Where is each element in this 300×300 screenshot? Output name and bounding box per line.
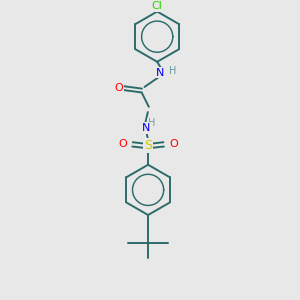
Text: O: O [118,140,127,149]
Text: H: H [169,66,176,76]
Text: S: S [144,139,152,152]
Text: N: N [156,68,164,78]
Text: H: H [148,118,155,128]
Text: N: N [142,123,150,133]
Text: O: O [169,140,178,149]
Text: Cl: Cl [152,1,163,11]
Text: O: O [114,83,123,93]
